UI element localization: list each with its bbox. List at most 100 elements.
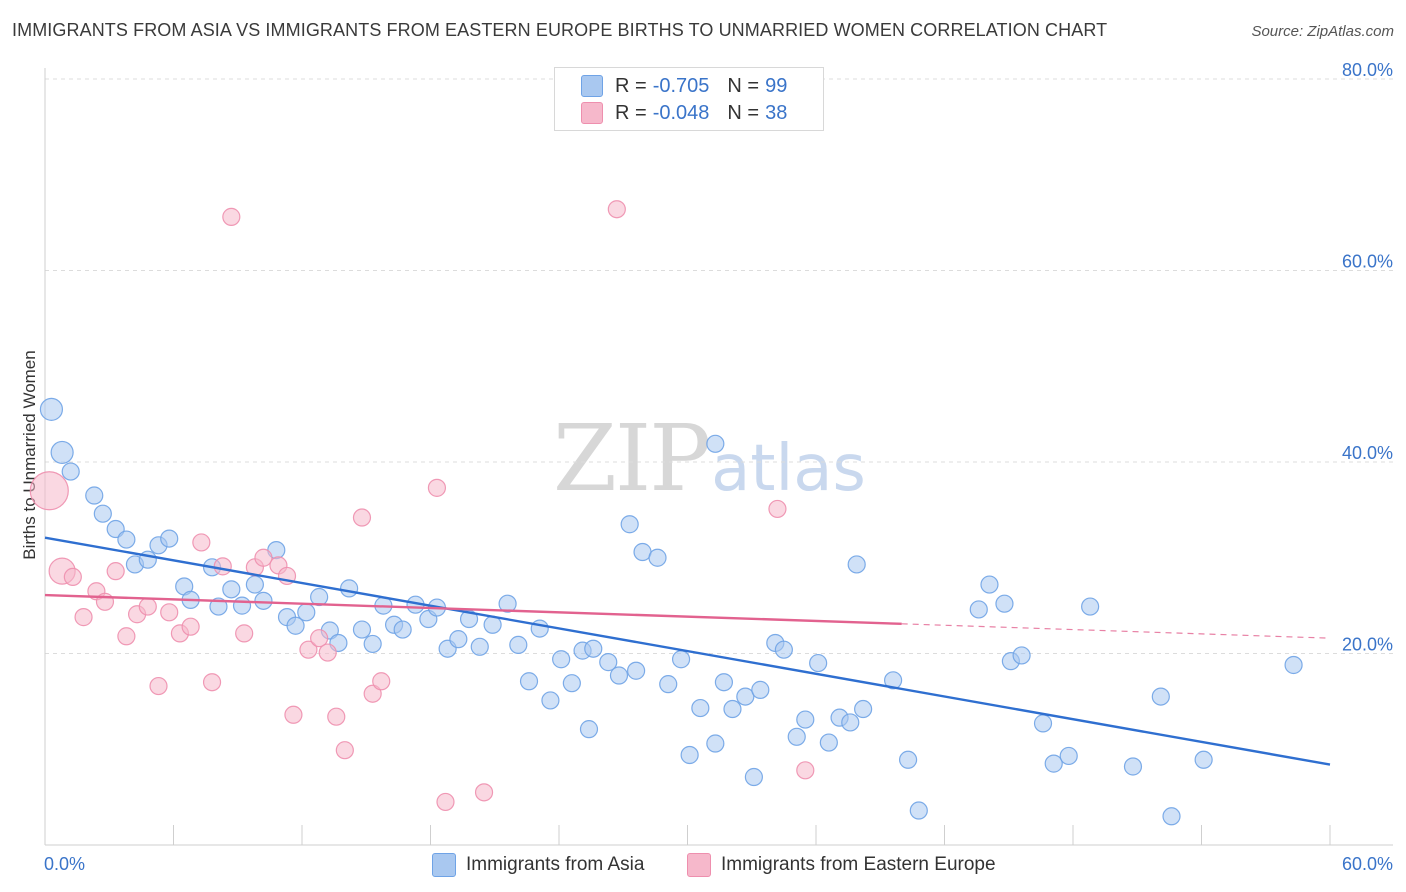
legend-r-label: R = bbox=[615, 74, 647, 97]
point-asia bbox=[509, 635, 528, 654]
point-asia bbox=[819, 733, 838, 752]
point-asia bbox=[459, 609, 479, 629]
watermark: ZIPatlas bbox=[553, 405, 866, 512]
point-eastern-europe bbox=[318, 643, 337, 662]
legend-r-label: R = bbox=[615, 101, 647, 124]
point-eastern-europe bbox=[796, 761, 815, 780]
point-eastern-europe bbox=[284, 705, 303, 724]
point-asia bbox=[519, 672, 539, 691]
point-eastern-europe bbox=[254, 548, 273, 567]
point-asia bbox=[774, 640, 793, 659]
point-asia bbox=[286, 616, 305, 635]
legend-n-label: N = bbox=[727, 74, 760, 97]
point-asia bbox=[809, 653, 828, 673]
point-eastern-europe bbox=[63, 567, 82, 587]
point-asia bbox=[1194, 750, 1213, 769]
watermark-atlas: atlas bbox=[711, 432, 866, 506]
point-asia bbox=[352, 620, 372, 639]
point-eastern-europe bbox=[372, 672, 391, 691]
trendline-eastern-europe-extension bbox=[901, 623, 1331, 639]
legend-swatch-eastern-europe bbox=[687, 853, 711, 877]
point-asia bbox=[85, 486, 104, 505]
point-asia bbox=[449, 630, 468, 649]
legend-item-eastern-europe[interactable]: Immigrants from Eastern Europe bbox=[687, 853, 996, 877]
point-asia bbox=[1162, 807, 1181, 826]
point-asia bbox=[310, 587, 329, 607]
point-asia bbox=[787, 727, 806, 746]
point-asia bbox=[659, 675, 678, 694]
legend-n-value-eastern-europe: 38 bbox=[765, 101, 788, 124]
point-asia bbox=[980, 575, 999, 594]
point-asia bbox=[222, 580, 241, 599]
legend-swatch-asia bbox=[581, 75, 603, 97]
point-asia bbox=[160, 529, 179, 548]
point-asia bbox=[209, 597, 228, 616]
point-asia bbox=[751, 680, 770, 699]
point-eastern-europe bbox=[213, 557, 232, 576]
trendline-eastern-europe bbox=[44, 593, 902, 626]
point-asia bbox=[609, 666, 629, 685]
point-eastern-europe bbox=[474, 783, 494, 802]
point-asia bbox=[714, 673, 734, 692]
point-eastern-europe bbox=[222, 207, 241, 226]
legend-r-value-eastern-europe: -0.048 bbox=[652, 101, 710, 124]
point-eastern-europe bbox=[299, 640, 318, 659]
point-asia bbox=[671, 650, 691, 669]
trendline-asia bbox=[44, 536, 1331, 766]
point-eastern-europe bbox=[74, 608, 93, 627]
point-asia bbox=[579, 720, 599, 739]
y-tick-label: 40.0% bbox=[1342, 443, 1393, 463]
point-asia bbox=[620, 515, 639, 534]
point-asia bbox=[297, 603, 316, 622]
point-asia bbox=[363, 634, 382, 654]
point-eastern-europe bbox=[181, 617, 200, 636]
point-eastern-europe bbox=[607, 200, 626, 219]
correlation-legend: R = -0.705 N = 99 R = -0.048 N = 38 bbox=[554, 67, 824, 131]
point-eastern-europe bbox=[29, 471, 69, 511]
chart-title: IMMIGRANTS FROM ASIA VS IMMIGRANTS FROM … bbox=[12, 20, 1108, 40]
point-asia bbox=[626, 661, 646, 680]
point-asia bbox=[796, 710, 815, 729]
point-asia bbox=[254, 591, 273, 610]
y-axis-label: Births to Unmarried Women bbox=[20, 350, 39, 559]
point-asia bbox=[1012, 646, 1031, 665]
point-asia bbox=[706, 434, 725, 453]
point-asia bbox=[340, 579, 359, 598]
point-eastern-europe bbox=[192, 533, 211, 552]
point-asia bbox=[909, 801, 928, 820]
point-asia bbox=[854, 699, 873, 719]
series-legend: Immigrants from Asia Immigrants from Eas… bbox=[0, 851, 1406, 879]
legend-swatch-asia bbox=[432, 853, 456, 877]
point-eastern-europe bbox=[427, 478, 447, 497]
legend-row-asia: R = -0.705 N = 99 bbox=[581, 74, 787, 98]
point-asia bbox=[232, 596, 252, 615]
point-asia bbox=[245, 575, 264, 594]
point-asia bbox=[736, 687, 755, 706]
point-eastern-europe bbox=[310, 629, 329, 648]
point-asia bbox=[1059, 746, 1078, 766]
point-asia bbox=[1123, 757, 1143, 776]
point-eastern-europe bbox=[149, 676, 168, 696]
y-tick-label: 60.0% bbox=[1342, 252, 1393, 272]
point-asia bbox=[584, 639, 603, 658]
point-asia bbox=[39, 397, 64, 421]
point-asia bbox=[117, 530, 136, 549]
point-eastern-europe bbox=[327, 707, 346, 726]
x-tick-label: 60.0% bbox=[1342, 854, 1393, 874]
y-tick-label: 80.0% bbox=[1342, 60, 1393, 80]
legend-item-asia[interactable]: Immigrants from Asia bbox=[432, 853, 644, 877]
point-asia bbox=[847, 555, 866, 574]
point-asia bbox=[648, 548, 667, 567]
legend-n-value-asia: 99 bbox=[765, 74, 788, 97]
point-asia bbox=[562, 674, 581, 693]
legend-swatch-eastern-europe bbox=[581, 102, 603, 124]
point-asia bbox=[1044, 754, 1063, 773]
y-tick-label: 20.0% bbox=[1342, 635, 1393, 655]
legend-n-label: N = bbox=[727, 101, 760, 124]
point-asia bbox=[1151, 687, 1170, 706]
point-asia bbox=[552, 650, 571, 669]
point-asia bbox=[530, 619, 549, 638]
point-asia bbox=[393, 620, 412, 639]
point-eastern-europe bbox=[335, 741, 354, 760]
